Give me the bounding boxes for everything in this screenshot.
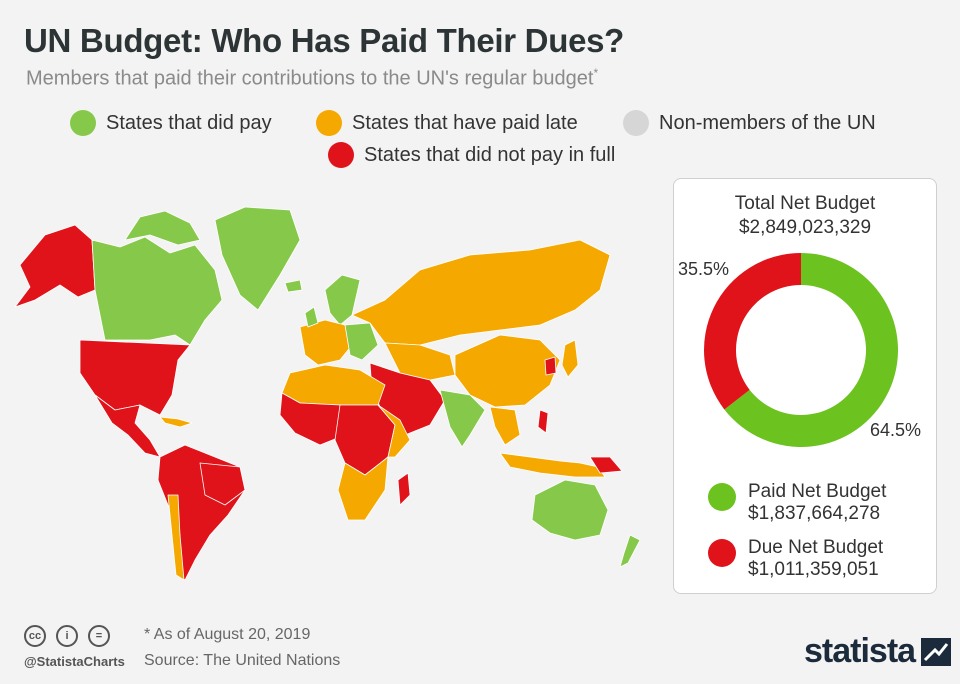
- statista-logo-icon: [921, 637, 952, 666]
- donut-label-due: 35.5%: [678, 259, 730, 279]
- map-west-africa: [279, 392, 346, 446]
- donut-slice-due: [704, 253, 801, 410]
- map-chile: [167, 494, 185, 581]
- no-derivatives-icon: =: [88, 625, 110, 647]
- legend-label-not-paid: States that did not pay in full: [364, 143, 616, 166]
- map-indonesia: [499, 452, 606, 478]
- chart-title: UN Budget: Who Has Paid Their Dues?: [24, 22, 625, 59]
- paid-amount: $1,837,664,278: [748, 503, 881, 524]
- legend-swatch-did-pay: [70, 110, 96, 136]
- map-southern-africa: [337, 456, 389, 521]
- map-europe-east: [344, 322, 379, 361]
- due-label: Due Net Budget: [748, 537, 884, 558]
- map-australia: [531, 479, 609, 541]
- map-north-africa: [281, 364, 386, 406]
- map-alaska: [14, 224, 96, 308]
- map-iceland: [284, 279, 303, 293]
- map-japan: [561, 339, 579, 378]
- statista-logo: statista: [804, 632, 952, 671]
- legend-due-net-budget: Due Net Budget $1,011,359,051: [708, 537, 883, 581]
- legend-item-did-pay: States that did pay: [70, 110, 272, 136]
- map-mexico: [94, 394, 161, 458]
- legend-label-non-members: Non-members of the UN: [659, 111, 876, 134]
- map-png: [589, 456, 623, 474]
- donut-slice-paid: [724, 253, 898, 447]
- legend-paid-net-budget: Paid Net Budget $1,837,664,278: [708, 481, 886, 525]
- map-korea: [544, 356, 557, 376]
- budget-panel: Total Net Budget $2,849,023,329 35.5% 64…: [673, 178, 937, 594]
- attribution-icon: i: [56, 625, 78, 647]
- legend-label-did-pay: States that did pay: [106, 111, 272, 134]
- map-east-africa: [377, 404, 411, 458]
- map-usa: [79, 339, 191, 416]
- map-canada: [91, 236, 223, 346]
- donut-title: Total Net Budget: [734, 193, 876, 214]
- map-greenland: [214, 206, 301, 311]
- legend-item-not-paid: States that did not pay in full: [328, 142, 615, 168]
- legend-label-paid-late: States that have paid late: [352, 111, 578, 134]
- due-amount: $1,011,359,051: [748, 559, 879, 580]
- footnote: * As of August 20, 2019: [144, 626, 311, 643]
- map-uk: [304, 306, 319, 328]
- paid-swatch: [708, 483, 736, 511]
- social-handle: @StatistaCharts: [24, 654, 125, 669]
- map-europe-west: [299, 319, 353, 366]
- map-scandinavia: [324, 274, 361, 326]
- map-philippines: [537, 409, 549, 434]
- map-se-asia: [489, 406, 521, 446]
- source: Source: The United Nations: [144, 652, 341, 669]
- map-china: [454, 334, 561, 408]
- map-caribbean: [159, 416, 193, 428]
- due-swatch: [708, 539, 736, 567]
- donut-total: $2,849,023,329: [738, 217, 872, 238]
- cc-icon: cc: [24, 625, 46, 647]
- map-arctic-islands: [124, 210, 201, 246]
- donut-chart: [704, 253, 898, 447]
- map-india: [439, 389, 486, 448]
- donut-label-paid: 64.5%: [870, 420, 922, 440]
- legend-swatch-paid-late: [316, 110, 342, 136]
- legend-item-paid-late: States that have paid late: [316, 110, 578, 136]
- chart-subtitle: Members that paid their contributions to…: [26, 66, 598, 91]
- map-brazil-east: [199, 462, 246, 506]
- map-madagascar: [397, 472, 411, 506]
- legend-swatch-not-paid: [328, 142, 354, 168]
- paid-label: Paid Net Budget: [748, 481, 887, 502]
- map-russia: [351, 239, 611, 346]
- legend-item-non-members: Non-members of the UN: [623, 110, 876, 136]
- map-new-zealand: [619, 534, 641, 568]
- legend-swatch-non-members: [623, 110, 649, 136]
- statista-wordmark: statista: [804, 632, 916, 670]
- subtitle-footnote-mark: *: [593, 66, 599, 80]
- subtitle-text: Members that paid their contributions to…: [26, 67, 594, 90]
- world-map: [14, 206, 641, 581]
